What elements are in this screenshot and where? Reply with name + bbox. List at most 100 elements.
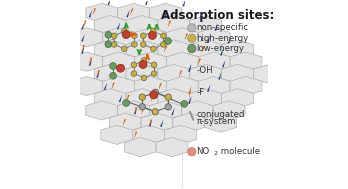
Polygon shape xyxy=(126,15,158,35)
Circle shape xyxy=(152,108,158,115)
Polygon shape xyxy=(158,64,190,83)
Circle shape xyxy=(121,46,127,52)
Polygon shape xyxy=(81,22,85,29)
Circle shape xyxy=(105,31,112,38)
Polygon shape xyxy=(145,0,149,5)
Circle shape xyxy=(188,34,196,42)
Polygon shape xyxy=(118,3,150,22)
Polygon shape xyxy=(84,20,87,28)
Polygon shape xyxy=(151,95,154,103)
Polygon shape xyxy=(222,64,253,83)
Circle shape xyxy=(105,41,112,48)
Polygon shape xyxy=(188,86,191,94)
Polygon shape xyxy=(118,101,150,120)
Polygon shape xyxy=(104,82,107,90)
Polygon shape xyxy=(134,131,137,139)
Polygon shape xyxy=(179,70,182,78)
Circle shape xyxy=(141,58,147,63)
Polygon shape xyxy=(126,94,130,102)
Polygon shape xyxy=(94,89,126,108)
Circle shape xyxy=(165,38,171,44)
Circle shape xyxy=(132,33,137,39)
Polygon shape xyxy=(134,107,137,115)
Circle shape xyxy=(110,63,116,69)
Polygon shape xyxy=(108,0,111,5)
Polygon shape xyxy=(103,52,135,71)
Circle shape xyxy=(161,42,166,47)
Polygon shape xyxy=(86,3,118,22)
Polygon shape xyxy=(150,101,181,120)
Polygon shape xyxy=(192,22,195,30)
Polygon shape xyxy=(190,15,222,35)
Circle shape xyxy=(139,104,145,110)
Polygon shape xyxy=(103,77,135,96)
Text: -F: -F xyxy=(197,88,205,97)
Polygon shape xyxy=(96,70,100,78)
Polygon shape xyxy=(126,89,158,108)
Polygon shape xyxy=(184,33,188,41)
Circle shape xyxy=(111,33,117,39)
Polygon shape xyxy=(158,40,190,59)
Polygon shape xyxy=(166,52,198,71)
Polygon shape xyxy=(165,125,196,144)
Polygon shape xyxy=(71,77,103,96)
Circle shape xyxy=(151,71,157,76)
Polygon shape xyxy=(198,52,230,71)
Polygon shape xyxy=(81,46,84,54)
Polygon shape xyxy=(222,60,226,68)
Polygon shape xyxy=(158,15,190,35)
Text: -OH: -OH xyxy=(197,66,213,75)
Text: non-specific: non-specific xyxy=(197,23,248,32)
Text: low-energy: low-energy xyxy=(197,44,245,53)
Polygon shape xyxy=(88,57,92,65)
Polygon shape xyxy=(126,64,158,83)
Polygon shape xyxy=(198,58,201,66)
Circle shape xyxy=(188,148,196,156)
Polygon shape xyxy=(207,84,211,92)
Polygon shape xyxy=(122,119,126,127)
Polygon shape xyxy=(135,28,166,47)
Polygon shape xyxy=(188,96,192,104)
Circle shape xyxy=(165,94,172,100)
Circle shape xyxy=(151,62,157,68)
Polygon shape xyxy=(111,82,115,90)
Circle shape xyxy=(151,29,156,34)
Polygon shape xyxy=(198,77,230,96)
Circle shape xyxy=(150,91,158,99)
Polygon shape xyxy=(171,108,175,115)
Polygon shape xyxy=(222,89,253,108)
Polygon shape xyxy=(220,48,223,56)
Polygon shape xyxy=(228,36,231,44)
Polygon shape xyxy=(150,3,181,22)
Polygon shape xyxy=(149,119,152,127)
Polygon shape xyxy=(181,101,213,120)
Circle shape xyxy=(149,31,156,39)
Polygon shape xyxy=(190,89,222,108)
Polygon shape xyxy=(86,101,118,120)
Circle shape xyxy=(123,100,129,106)
Polygon shape xyxy=(89,58,92,66)
Text: high-energy: high-energy xyxy=(197,34,249,43)
Polygon shape xyxy=(167,20,171,28)
Polygon shape xyxy=(230,52,262,71)
Polygon shape xyxy=(214,23,218,31)
Circle shape xyxy=(132,42,137,47)
Polygon shape xyxy=(166,77,198,96)
Polygon shape xyxy=(173,113,205,132)
Polygon shape xyxy=(199,11,203,19)
Polygon shape xyxy=(96,70,100,78)
Polygon shape xyxy=(94,40,126,59)
Polygon shape xyxy=(218,72,221,80)
Polygon shape xyxy=(101,125,133,144)
Polygon shape xyxy=(149,119,152,127)
Polygon shape xyxy=(190,40,222,59)
Polygon shape xyxy=(141,107,145,115)
Circle shape xyxy=(181,101,188,107)
Polygon shape xyxy=(103,28,135,47)
Polygon shape xyxy=(190,64,222,83)
Polygon shape xyxy=(134,107,137,115)
Circle shape xyxy=(188,44,196,53)
Polygon shape xyxy=(198,28,230,47)
Circle shape xyxy=(121,29,127,34)
Polygon shape xyxy=(135,52,166,71)
